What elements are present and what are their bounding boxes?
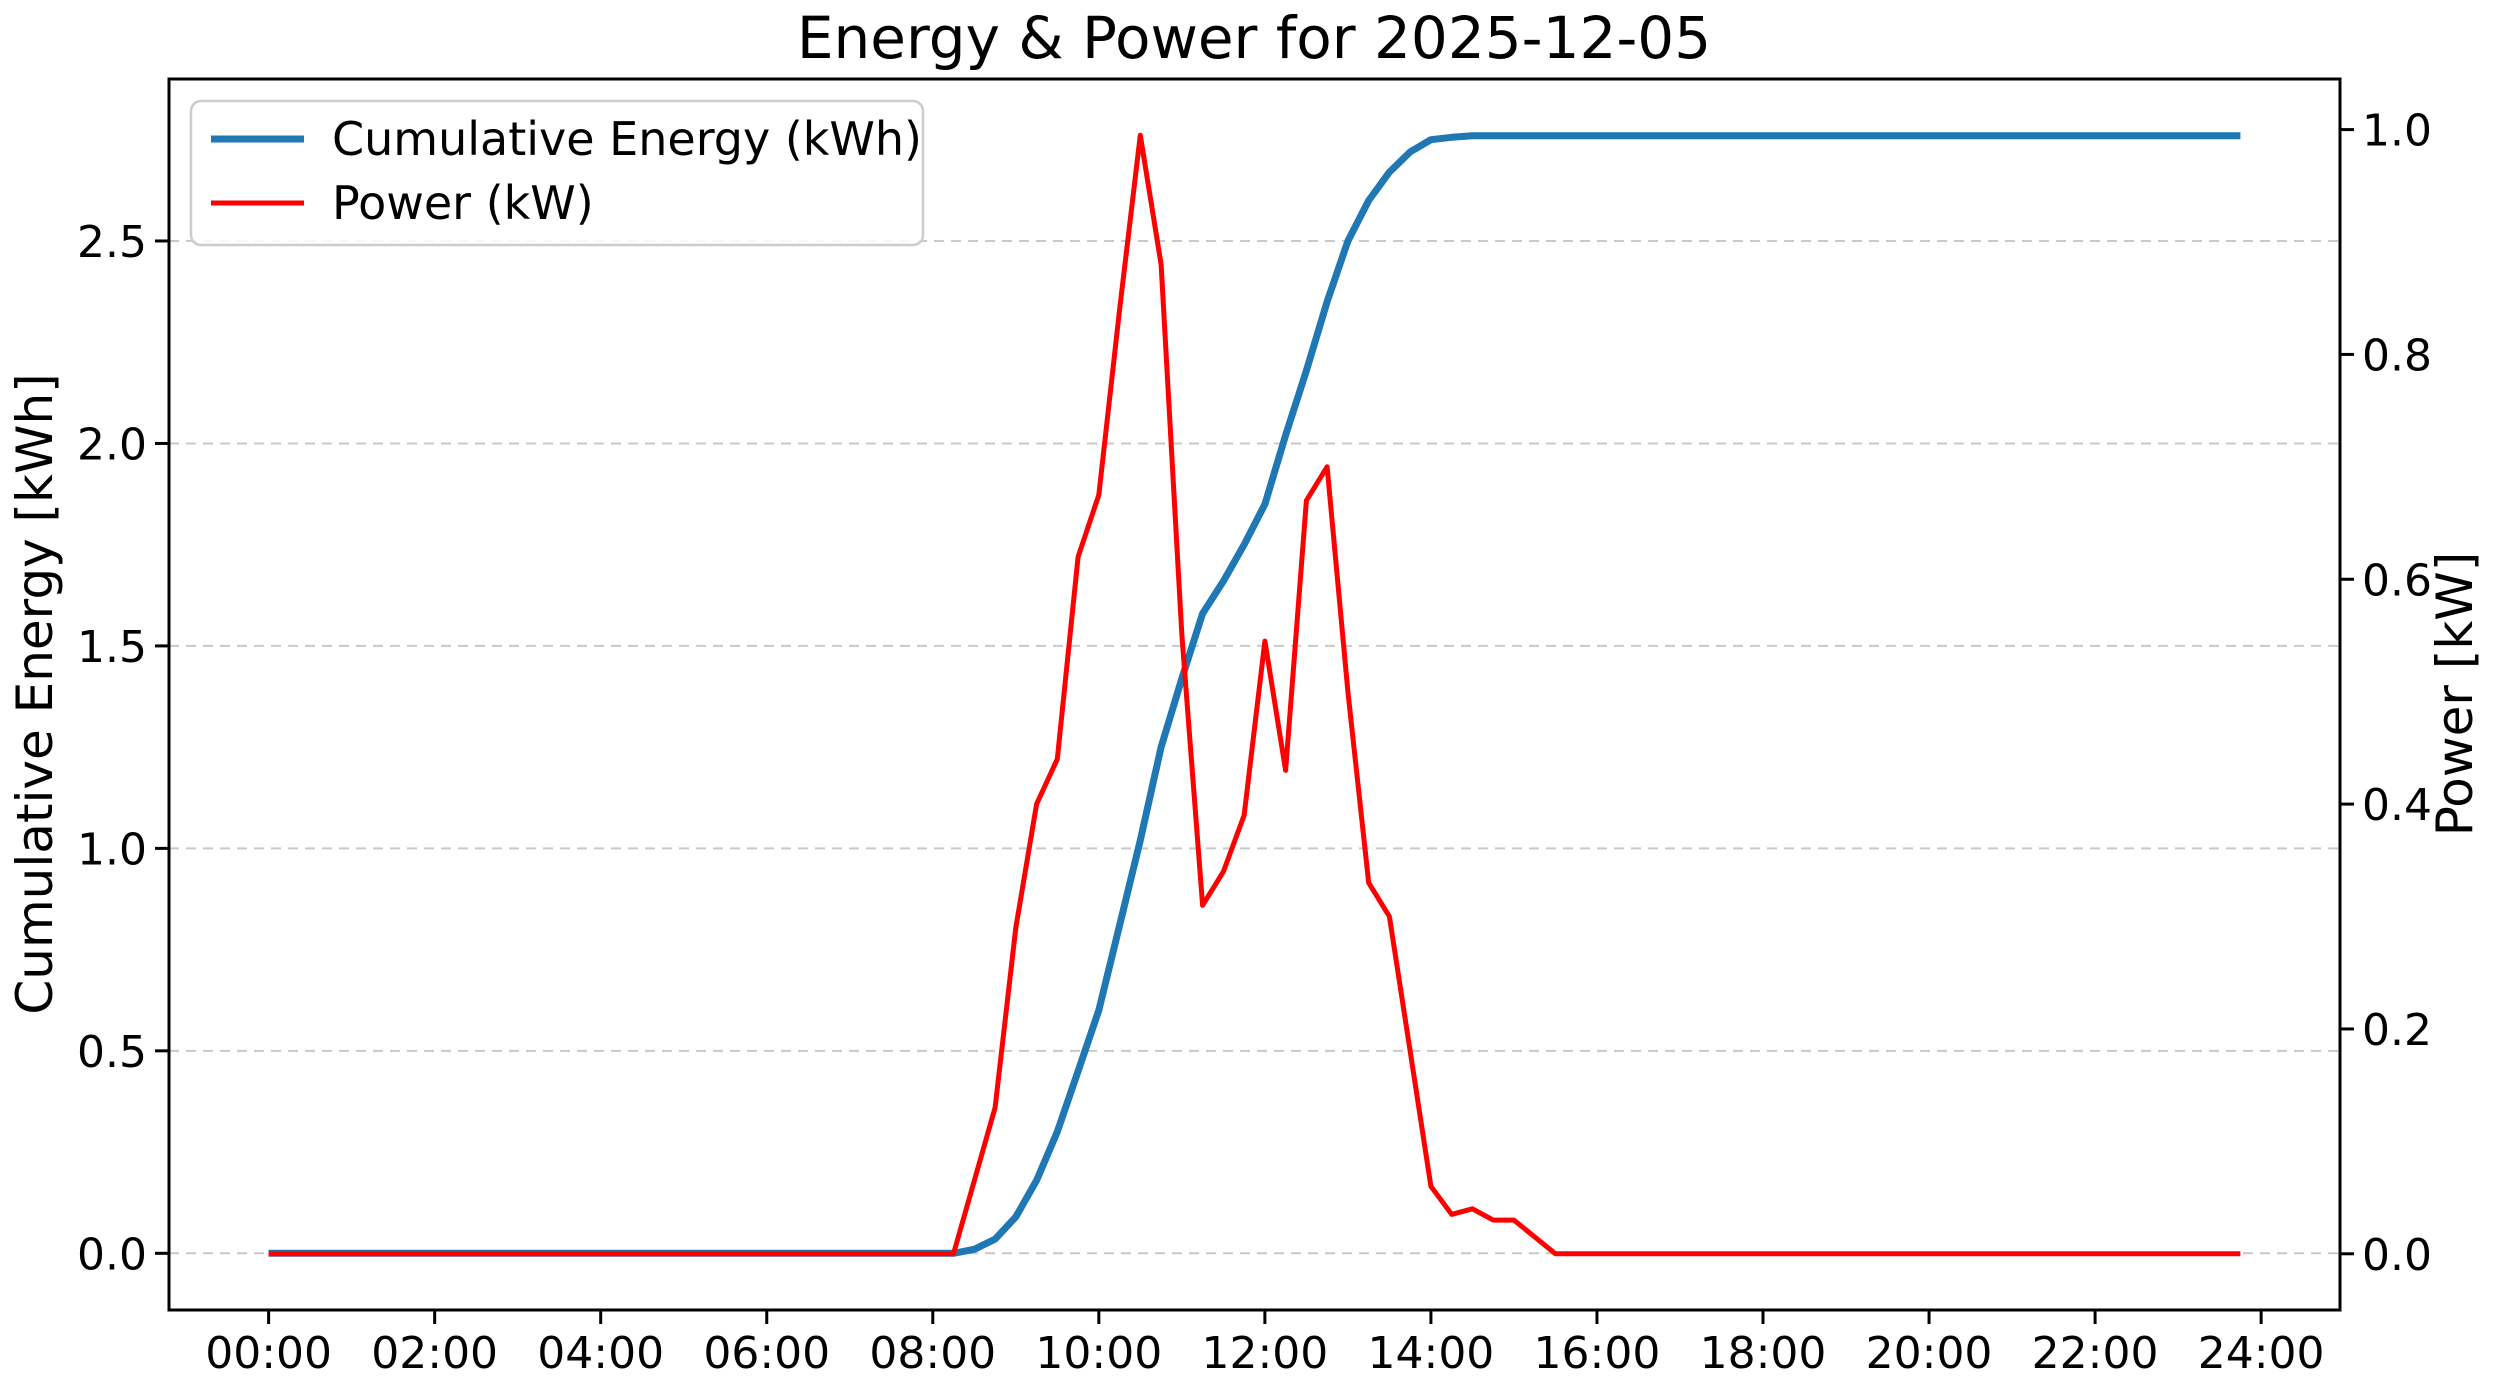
x-tick-label: 00:00 — [205, 1328, 332, 1379]
left-axis-label: Cumulative Energy [kWh] — [6, 373, 64, 1014]
chart-title: Energy & Power for 2025-12-05 — [797, 4, 1711, 72]
left-tick-label: 0.5 — [77, 1027, 147, 1078]
x-tick-label: 02:00 — [371, 1328, 498, 1379]
left-tick-label: 1.5 — [77, 622, 147, 673]
left-tick-label: 2.0 — [77, 419, 147, 470]
x-tick-label: 14:00 — [1368, 1328, 1495, 1379]
right-axis-label: Power [kW] — [2426, 552, 2484, 836]
right-tick-label: 1.0 — [2362, 106, 2432, 157]
x-tick-label: 08:00 — [869, 1328, 996, 1379]
right-tick-label: 0.2 — [2362, 1005, 2432, 1056]
left-tick-label: 0.0 — [77, 1229, 147, 1280]
x-tick-label: 20:00 — [1866, 1328, 1993, 1379]
right-tick-label: 0.8 — [2362, 330, 2432, 381]
right-tick-label: 0.4 — [2362, 780, 2432, 831]
right-tick-label: 0.0 — [2362, 1230, 2432, 1281]
x-tick-label: 12:00 — [1201, 1328, 1328, 1379]
legend-label-cumulative-energy: Cumulative Energy (kWh) — [332, 112, 922, 166]
legend-box — [189, 99, 925, 247]
x-tick-label: 16:00 — [1534, 1328, 1661, 1379]
x-tick-label: 06:00 — [703, 1328, 830, 1379]
x-tick-label: 10:00 — [1035, 1328, 1162, 1379]
x-tick-label: 24:00 — [2198, 1328, 2325, 1379]
x-tick-label: 04:00 — [537, 1328, 664, 1379]
left-axis-ticks: 0.0 0.5 1.0 1.5 2.0 2.5 — [77, 217, 169, 1280]
series-line-power — [268, 132, 2241, 1257]
plot-series — [268, 132, 2241, 1257]
x-tick-label: 18:00 — [1700, 1328, 1827, 1379]
plot-border — [167, 77, 2342, 1312]
right-axis-ticks: 0.0 0.2 0.4 0.6 0.8 1.0 — [2340, 106, 2432, 1281]
x-tick-label: 22:00 — [2032, 1328, 2159, 1379]
left-tick-label: 2.5 — [77, 217, 147, 268]
x-axis-ticks: 00:00 02:00 04:00 06:00 08:00 10:00 12:00 14:00… — [205, 1310, 2325, 1379]
legend-label-power: Power (kW) — [332, 176, 594, 230]
legend: Cumulative Energy (kWh) Power (kW) — [189, 99, 925, 247]
left-tick-label: 1.0 — [77, 824, 147, 875]
right-tick-label: 0.6 — [2362, 555, 2432, 606]
